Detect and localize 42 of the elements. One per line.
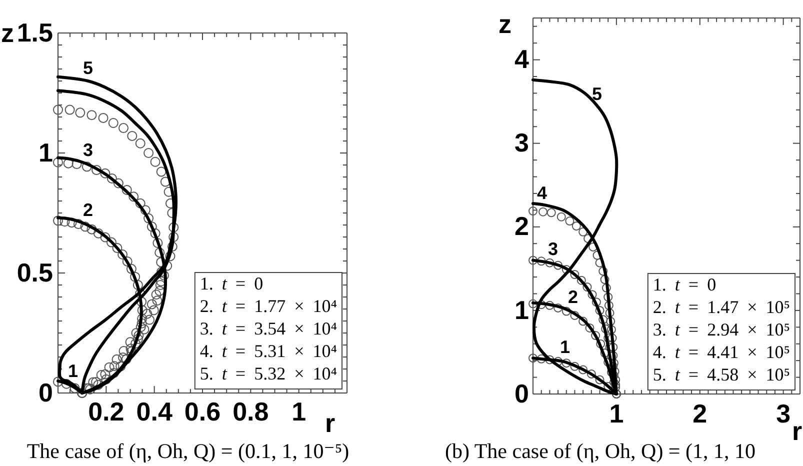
y-tick-label: 1 xyxy=(38,137,53,168)
text: 1. t = 0 xyxy=(200,274,264,294)
text: (b) The case of (η, Oh, Q) = (1, 1, 10 xyxy=(445,439,756,463)
x-axis-title: r xyxy=(324,408,336,438)
text: 4. t = 5.31 × 10⁴ xyxy=(200,341,337,361)
x-tick-label: 0.2 xyxy=(88,396,124,426)
text: The case of (η, Oh, Q) = (0.1, 1, 10⁻⁵) xyxy=(26,439,350,463)
annotation: 2 xyxy=(568,287,578,307)
text: 3. t = 2.94 × 10⁵ xyxy=(652,320,790,340)
y-tick-label: 1.5 xyxy=(16,17,53,48)
y-tick-label: 4 xyxy=(514,44,530,74)
x-tick-label: 0.4 xyxy=(136,396,173,426)
text: 4. t = 4.41 × 10⁵ xyxy=(652,342,790,362)
annotation: 1 xyxy=(560,337,570,357)
text: 1. t = 0 xyxy=(652,274,716,294)
text: 3. t = 3.54 × 10⁴ xyxy=(200,318,337,338)
x-tick-label: 1 xyxy=(609,398,624,428)
text: 5. t = 5.32 × 10⁴ xyxy=(200,364,337,384)
y-axis-title: z xyxy=(1,18,14,48)
x-tick-label: 1 xyxy=(292,396,306,426)
annotation: 1 xyxy=(68,361,78,381)
text: 2. t = 1.77 × 10⁴ xyxy=(200,296,337,316)
x-axis-title: r xyxy=(792,416,802,446)
annotation: 5 xyxy=(592,84,602,104)
annotation: 5 xyxy=(82,58,94,78)
y-tick-label: 0 xyxy=(514,378,529,408)
x-tick-label: 0.8 xyxy=(232,396,269,426)
y-axis-title: z xyxy=(498,9,512,39)
y-tick-label: 0 xyxy=(38,377,53,408)
annotation: 2 xyxy=(82,200,94,220)
annotation: 3 xyxy=(548,239,558,259)
annotation: 3 xyxy=(82,140,94,160)
x-tick-label: 0.6 xyxy=(184,396,221,426)
y-tick-label: 3 xyxy=(514,128,529,158)
y-tick-label: 0.5 xyxy=(16,257,53,288)
text: 5. t = 4.58 × 10⁵ xyxy=(652,364,790,384)
x-tick-label: 3 xyxy=(776,398,791,428)
y-tick-label: 1 xyxy=(514,294,529,325)
annotation: 4 xyxy=(536,183,548,203)
y-tick-label: 2 xyxy=(514,211,529,242)
text: 2. t = 1.47 × 10⁵ xyxy=(652,297,790,317)
x-tick-label: 2 xyxy=(692,398,708,428)
